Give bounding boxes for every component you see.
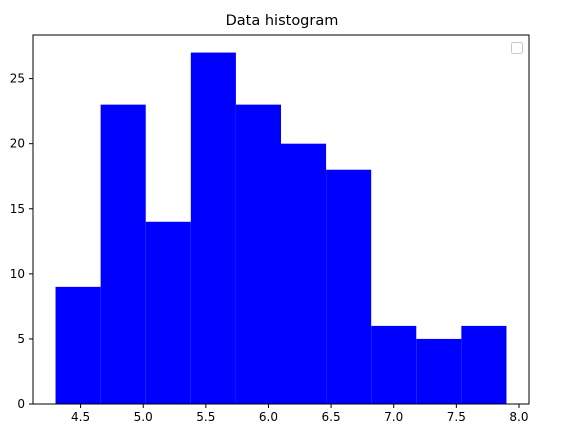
- histogram-bar: [235, 104, 281, 404]
- histogram-bar: [461, 325, 507, 404]
- histogram-bar: [145, 221, 191, 404]
- x-tick-label: 6.0: [259, 410, 278, 424]
- histogram-bar: [371, 325, 417, 404]
- legend-box: [511, 42, 523, 54]
- x-tick-label: 5.0: [134, 410, 153, 424]
- y-tick-label: 25: [10, 72, 25, 86]
- x-tick-label: 7.0: [384, 410, 403, 424]
- x-tick-label: 4.5: [71, 410, 90, 424]
- x-tick-label: 6.5: [322, 410, 341, 424]
- x-tick-label: 8.0: [509, 410, 528, 424]
- plot-area-frame: [32, 34, 530, 405]
- y-axis-ticks: 0 5 10 15 20 25: [10, 72, 33, 411]
- histogram-bar: [190, 52, 236, 404]
- histogram-bars: [55, 52, 507, 404]
- histogram-bar: [281, 143, 327, 404]
- x-axis-ticks: 4.5 5.0 5.5 6.0 6.5 7.0 7.5 8.0: [71, 404, 529, 424]
- chart-title: Data histogram: [226, 13, 339, 29]
- histogram-bar: [326, 169, 372, 404]
- histogram-bar: [55, 286, 101, 404]
- histogram-bar: [416, 338, 462, 404]
- y-tick-label: 15: [10, 202, 25, 216]
- y-tick-label: 0: [17, 397, 25, 411]
- histogram-bar: [100, 104, 146, 404]
- x-tick-label: 7.5: [447, 410, 466, 424]
- y-tick-label: 10: [10, 267, 25, 281]
- x-tick-label: 5.5: [196, 410, 215, 424]
- y-tick-label: 5: [17, 332, 25, 346]
- y-tick-label: 20: [10, 137, 25, 151]
